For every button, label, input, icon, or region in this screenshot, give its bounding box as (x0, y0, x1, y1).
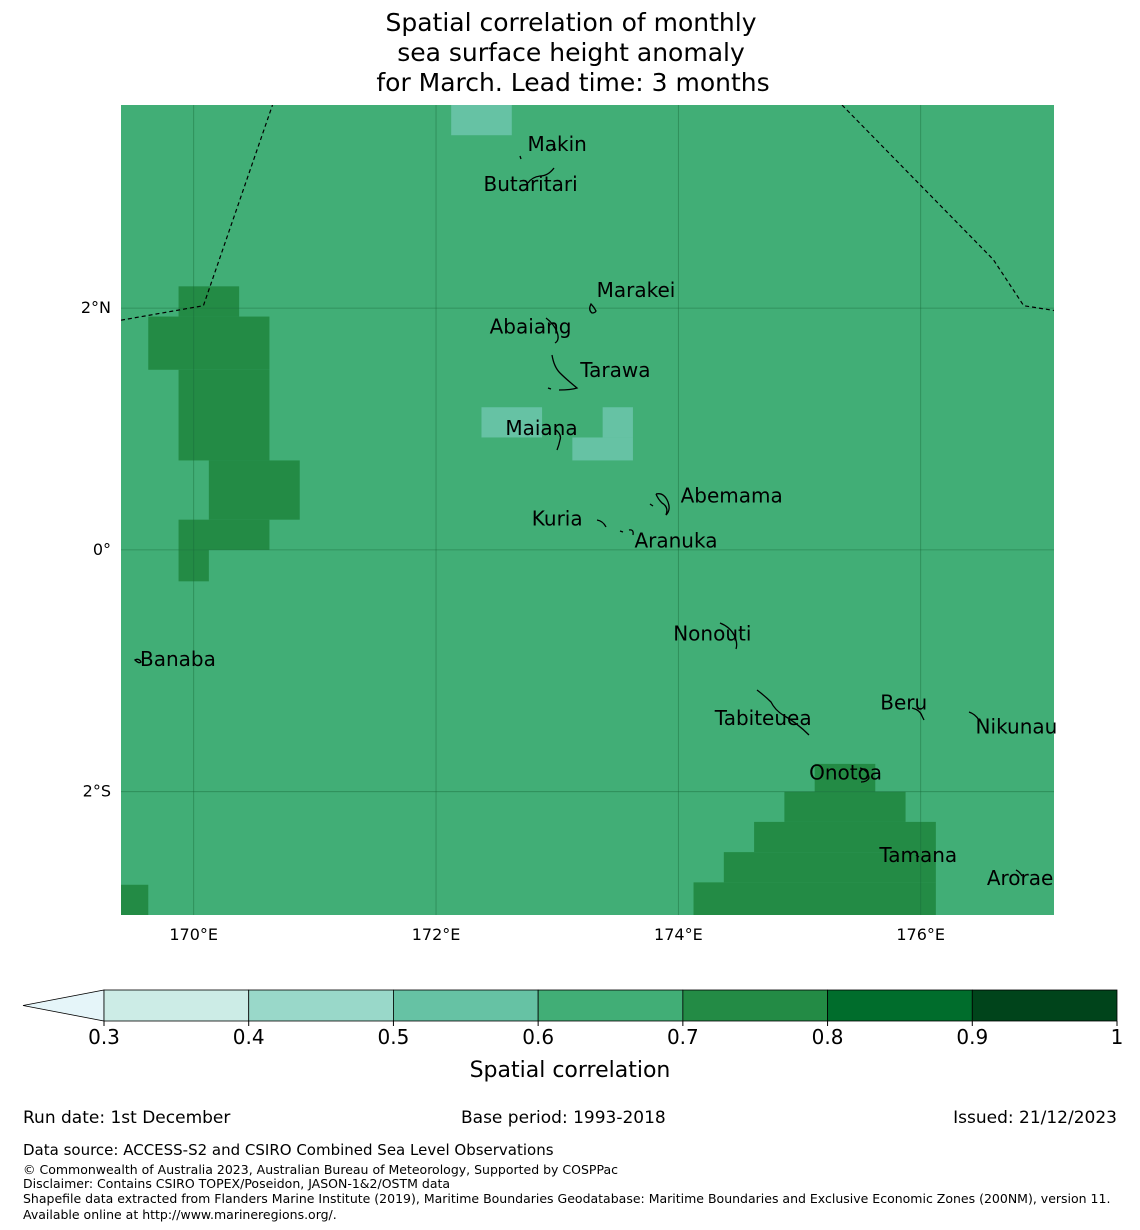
colorbar-segments (22, 989, 1118, 1022)
colorbar-segment (537, 989, 684, 1022)
colorbar-segment (248, 989, 394, 1022)
island-nikunau-shape (968, 711, 980, 721)
island-label-onotoa: Onotoa (809, 761, 882, 785)
disclaimer: Disclaimer: Contains CSIRO TOPEX/Poseido… (23, 1176, 451, 1191)
correlation-cell (481, 407, 543, 438)
island-tamana-shape (915, 854, 920, 858)
colorbar-tick-label: 0.5 (378, 1025, 410, 1049)
colorbar-label: Spatial correlation (470, 1058, 671, 1083)
islands (133, 145, 1023, 877)
colorbar-segment (971, 989, 1118, 1022)
island-tarawa-shape (547, 354, 579, 391)
island-arorae-shape (1015, 869, 1023, 877)
copyright: © Commonwealth of Australia 2023, Austra… (23, 1162, 618, 1177)
island-kuria-shape (596, 519, 624, 533)
island-abemama-shape (649, 493, 670, 516)
island-label-marakei: Marakei (597, 278, 676, 302)
island-label-kuria: Kuria (532, 507, 583, 531)
colorbar: 0.3 0.4 0.5 0.6 0.7 0.8 0.9 1 Spatial correlati… (22, 989, 1123, 1083)
lon-tick-label: 170°E (169, 925, 218, 944)
map-panel: Makin Butaritari Marakei Abaiang Tarawa Maian… (81, 105, 1057, 944)
island-label-arorae: Arorae (987, 866, 1053, 890)
island-label-butaritari: Butaritari (483, 172, 577, 196)
island-label-nonouti: Nonouti (673, 622, 751, 646)
island-label-makin: Makin (528, 132, 587, 156)
graticule (121, 105, 1054, 915)
correlation-cell (178, 369, 270, 461)
eez-boundary-line (121, 105, 274, 321)
island-marakei-shape (589, 302, 597, 314)
run-date: Run date: 1st December (23, 1108, 231, 1128)
island-maiana-shape (555, 429, 562, 451)
island-abaiang-shape (545, 317, 559, 344)
colorbar-tick-label: 0.4 (233, 1025, 265, 1049)
colorbar-segment (103, 989, 250, 1022)
island-label-abemama: Abemama (681, 484, 783, 508)
island-makin-shape (519, 145, 557, 160)
lon-tick-label: 172°E (412, 925, 461, 944)
colorbar-tick-label: 1 (1111, 1025, 1124, 1049)
shapefile-credit: Shapefile data extracted from Flanders M… (23, 1191, 1111, 1222)
correlation-cell (451, 105, 512, 136)
island-label-nikunau: Nikunau (976, 715, 1058, 739)
island-nonouti-shape (719, 622, 738, 650)
lon-tick-label: 176°E (896, 925, 945, 944)
colorbar-extend-triangle (22, 989, 105, 1022)
colorbar-tick-label: 0.3 (88, 1025, 120, 1049)
colorbar-tick-label: 0.9 (956, 1025, 988, 1049)
correlation-cell (121, 884, 149, 915)
base-period: Base period: 1993-2018 (461, 1108, 666, 1128)
lat-tick-label: 0° (93, 540, 111, 559)
correlation-cell (178, 519, 270, 550)
colorbar-ticks: 0.3 0.4 0.5 0.6 0.7 0.8 0.9 1 (88, 1021, 1123, 1049)
colorbar-segment (682, 989, 828, 1022)
island-label-beru: Beru (880, 690, 927, 714)
island-banaba-shape (133, 658, 142, 664)
colorbar-tick-label: 0.8 (812, 1025, 844, 1049)
colorbar-tick-label: 0.6 (522, 1025, 554, 1049)
island-aranuka-shape (628, 529, 634, 536)
island-butaritari-shape (527, 167, 555, 184)
title-line-1: Spatial correlation of monthly (385, 8, 756, 37)
lat-tick-label: 2°S (83, 782, 111, 801)
colorbar-segment (393, 989, 539, 1022)
colorbar-tick-label: 0.7 (667, 1025, 699, 1049)
eez-boundaries (121, 105, 1054, 321)
island-label-maiana: Maiana (505, 416, 577, 440)
correlation-cell (754, 821, 936, 853)
island-beru-shape (911, 707, 925, 721)
colorbar-segment (827, 989, 973, 1022)
lat-tick-label: 2°N (81, 298, 111, 317)
chart-title: Spatial correlation of monthly sea surfa… (376, 8, 769, 97)
correlation-cell (602, 407, 633, 438)
lon-tick-label: 174°E (654, 925, 703, 944)
correlation-cell (723, 852, 936, 883)
correlation-cell (693, 882, 936, 915)
island-label-abaiang: Abaiang (490, 314, 572, 338)
data-source: Data source: ACCESS-S2 and CSIRO Combine… (23, 1141, 554, 1159)
island-label-banaba: Banaba (140, 647, 216, 671)
correlation-cell (814, 763, 876, 792)
island-label-tabiteuea: Tabiteuea (714, 706, 812, 730)
title-line-2: sea surface height anomaly (397, 38, 745, 67)
correlation-cells (121, 105, 936, 915)
island-label-tarawa: Tarawa (579, 358, 650, 382)
eez-boundary-line (841, 105, 1054, 312)
axis-tick-labels: 170°E 172°E 174°E 176°E 2°N 0° 2°S (81, 298, 945, 944)
island-labels: Makin Butaritari Marakei Abaiang Tarawa Maian… (140, 132, 1057, 890)
issued-date: Issued: 21/12/2023 (953, 1108, 1117, 1128)
island-tabiteuea-shape (756, 689, 810, 736)
correlation-cell (208, 460, 300, 520)
island-onotoa-shape (859, 767, 870, 783)
island-label-aranuka: Aranuka (634, 528, 717, 552)
correlation-cell (784, 791, 906, 822)
title-line-3: for March. Lead time: 3 months (376, 68, 769, 97)
correlation-cell (148, 316, 270, 370)
correlation-cell (572, 437, 633, 461)
island-label-tamana: Tamana (878, 843, 957, 867)
